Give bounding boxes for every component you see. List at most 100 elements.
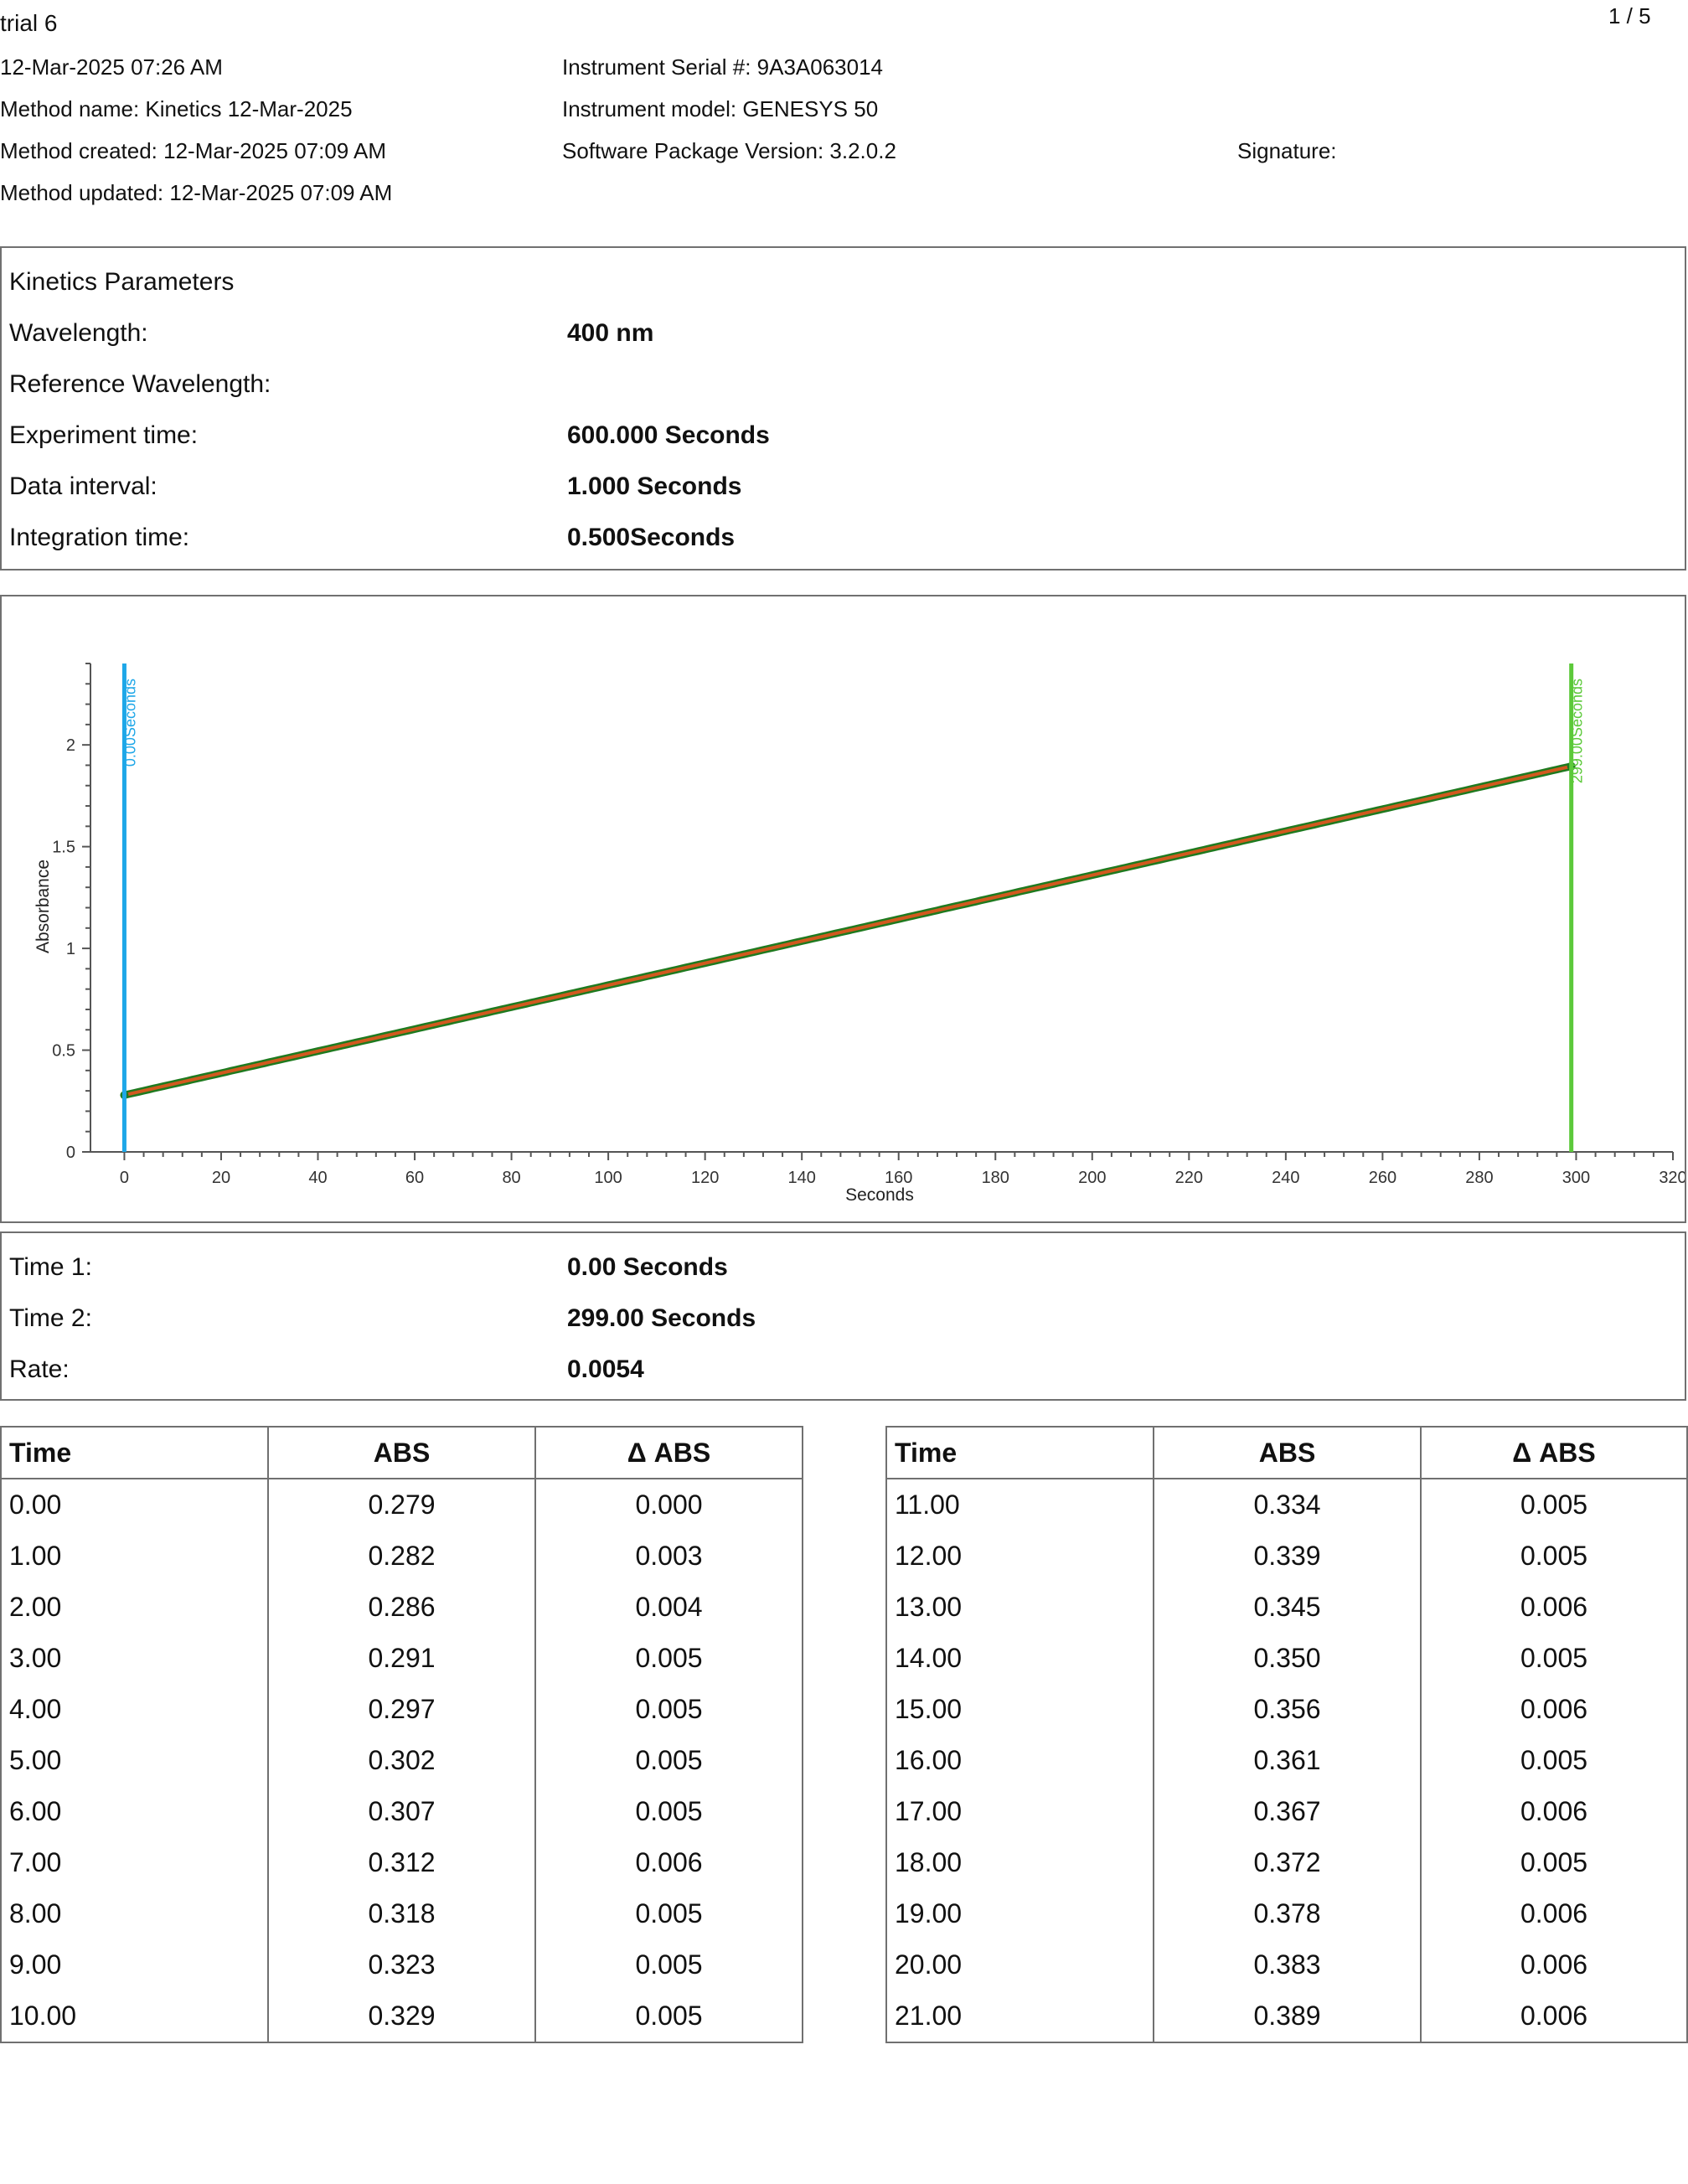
x-tick-label: 260 — [1369, 1169, 1396, 1187]
delta-abs-cell: 0.006 — [1420, 1939, 1688, 1990]
param-value: 600.000 Seconds — [567, 421, 770, 449]
time-cell: 8.00 — [0, 1888, 269, 1939]
y-tick-label: 0 — [66, 1144, 75, 1162]
table-row: 12.00 0.339 0.005 — [885, 1531, 1688, 1582]
param-label: Integration time: — [9, 524, 190, 551]
result-value: 0.0054 — [567, 1355, 644, 1383]
method-name: Method name: Kinetics 12-Mar-2025 — [0, 96, 353, 121]
chart-panel: 0 20 40 60 80 100 120 140 160 180 200 220 240 260 280 3… — [0, 595, 1686, 1223]
abs-cell: 0.291 — [267, 1633, 536, 1684]
x-tick-label: 320 — [1659, 1169, 1685, 1187]
x-tick-label: 240 — [1272, 1169, 1299, 1187]
delta-abs-cell: 0.005 — [534, 1684, 803, 1735]
time-cell: 15.00 — [885, 1684, 1154, 1735]
data-table-left: Time ABS Δ ABS 0.00 0.279 0.000 1.00 0.282 0.… — [0, 1426, 803, 2043]
param-value: 0.500Seconds — [567, 524, 736, 551]
y-tick-label: 1.5 — [52, 839, 75, 857]
param-label: Experiment time: — [9, 421, 199, 449]
x-tick-label: 120 — [691, 1169, 719, 1187]
time-cell: 14.00 — [885, 1633, 1154, 1684]
time-cell: 17.00 — [885, 1786, 1154, 1837]
time-cell: 16.00 — [885, 1735, 1154, 1786]
time-cell: 20.00 — [885, 1939, 1154, 1990]
time-cell: 3.00 — [0, 1633, 269, 1684]
column-header-delta-abs: Δ ABS — [1420, 1426, 1688, 1479]
report-title: trial 6 — [0, 10, 58, 36]
time-cell: 12.00 — [885, 1531, 1154, 1582]
abs-cell: 0.282 — [267, 1531, 536, 1582]
y-axis-label: Absorbance — [34, 860, 53, 953]
delta-abs-cell: 0.006 — [1420, 1684, 1688, 1735]
x-tick-label: 140 — [787, 1169, 815, 1187]
param-label: Reference Wavelength: — [9, 370, 271, 398]
time-cell: 11.00 — [885, 1479, 1154, 1531]
abs-cell: 0.307 — [267, 1786, 536, 1837]
result-label: Time 1: — [9, 1253, 92, 1281]
abs-cell: 0.302 — [267, 1735, 536, 1786]
table-row: 17.00 0.367 0.006 — [885, 1786, 1688, 1837]
table-row: 16.00 0.361 0.005 — [885, 1735, 1688, 1786]
linear-fit-line — [123, 764, 1572, 1097]
delta-abs-cell: 0.006 — [1420, 1990, 1688, 2043]
time-cell: 0.00 — [0, 1479, 269, 1531]
data-table-right: Time ABS Δ ABS 11.00 0.334 0.005 12.00 0.339… — [885, 1426, 1688, 2043]
y-tick-label: 2 — [66, 736, 75, 755]
table-row: 19.00 0.378 0.006 — [885, 1888, 1688, 1939]
table-row: 13.00 0.345 0.006 — [885, 1582, 1688, 1633]
delta-abs-cell: 0.005 — [1420, 1735, 1688, 1786]
results-panel: Time 1: 0.00 Seconds Time 2: 299.00 Seco… — [0, 1231, 1686, 1401]
delta-abs-cell: 0.005 — [1420, 1479, 1688, 1531]
table-row: 20.00 0.383 0.006 — [885, 1939, 1688, 1990]
param-label: Data interval: — [9, 472, 157, 500]
delta-abs-cell: 0.004 — [534, 1582, 803, 1633]
result-value: 299.00 Seconds — [567, 1304, 756, 1332]
table-row: 2.00 0.286 0.004 — [0, 1582, 803, 1633]
table-row: 6.00 0.307 0.005 — [0, 1786, 803, 1837]
param-value: 1.000 Seconds — [567, 472, 742, 500]
x-tick-label: 280 — [1465, 1169, 1493, 1187]
report-datetime: 12-Mar-2025 07:26 AM — [0, 54, 223, 80]
method-created: Method created: 12-Mar-2025 07:09 AM — [0, 138, 387, 163]
result-label: Time 2: — [9, 1304, 92, 1332]
abs-cell: 0.367 — [1153, 1786, 1422, 1837]
time-cell: 18.00 — [885, 1837, 1154, 1888]
delta-abs-cell: 0.000 — [534, 1479, 803, 1531]
table-row: 21.00 0.389 0.006 — [885, 1990, 1688, 2043]
delta-abs-cell: 0.006 — [534, 1837, 803, 1888]
table-row: 14.00 0.350 0.005 — [885, 1633, 1688, 1684]
table-row: 4.00 0.297 0.005 — [0, 1684, 803, 1735]
result-label: Rate: — [9, 1355, 70, 1383]
abs-cell: 0.286 — [267, 1582, 536, 1633]
abs-cell: 0.312 — [267, 1837, 536, 1888]
abs-cell: 0.334 — [1153, 1479, 1422, 1531]
column-header-time: Time — [0, 1426, 269, 1479]
delta-abs-cell: 0.006 — [1420, 1786, 1688, 1837]
time1-marker-label: 0.00Seconds — [121, 679, 138, 767]
column-header-abs: ABS — [267, 1426, 536, 1479]
abs-cell: 0.372 — [1153, 1837, 1422, 1888]
delta-abs-cell: 0.005 — [534, 1633, 803, 1684]
table-row: 10.00 0.329 0.005 — [0, 1990, 803, 2043]
abs-cell: 0.323 — [267, 1939, 536, 1990]
abs-cell: 0.329 — [267, 1990, 536, 2043]
abs-cell: 0.279 — [267, 1479, 536, 1531]
result-value: 0.00 Seconds — [567, 1253, 728, 1281]
table-row: 7.00 0.312 0.006 — [0, 1837, 803, 1888]
software-version: Software Package Version: 3.2.0.2 — [562, 138, 896, 163]
column-header-time: Time — [885, 1426, 1154, 1479]
delta-abs-cell: 0.005 — [534, 1735, 803, 1786]
time-cell: 1.00 — [0, 1531, 269, 1582]
delta-abs-cell: 0.006 — [1420, 1582, 1688, 1633]
abs-cell: 0.345 — [1153, 1582, 1422, 1633]
time-cell: 21.00 — [885, 1990, 1154, 2043]
table-row: 8.00 0.318 0.005 — [0, 1888, 803, 1939]
time-cell: 2.00 — [0, 1582, 269, 1633]
time-cell: 13.00 — [885, 1582, 1154, 1633]
x-tick-label: 20 — [212, 1169, 230, 1187]
y-tick-label: 0.5 — [52, 1042, 75, 1061]
x-tick-label: 300 — [1562, 1169, 1590, 1187]
abs-cell: 0.339 — [1153, 1531, 1422, 1582]
x-tick-label: 180 — [982, 1169, 1009, 1187]
table-row: 5.00 0.302 0.005 — [0, 1735, 803, 1786]
kinetics-heading: Kinetics Parameters — [9, 268, 235, 296]
